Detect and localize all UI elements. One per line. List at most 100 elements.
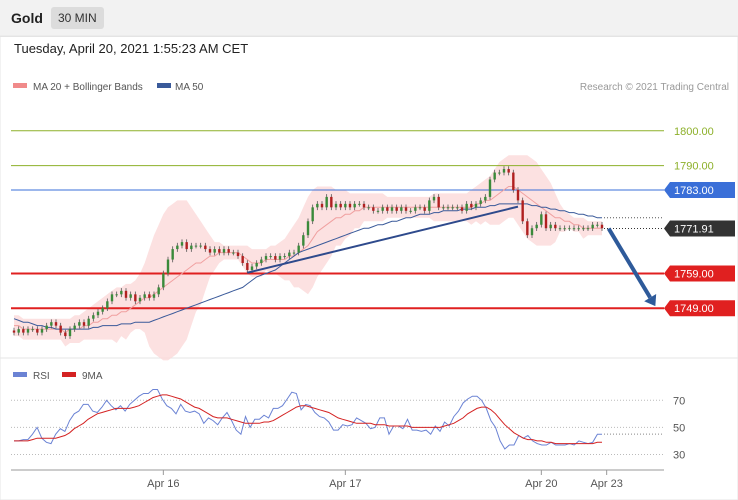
candle [325, 194, 328, 211]
candle [241, 253, 244, 266]
candle [372, 204, 375, 214]
candle [82, 319, 86, 329]
candle [162, 270, 165, 291]
candle [185, 239, 188, 252]
forecast-arrow [606, 227, 652, 299]
candle [222, 246, 226, 256]
legend-9ma: 9MA [82, 371, 103, 382]
candle [456, 204, 459, 211]
legend-swatch-ma50 [157, 83, 171, 88]
candle [554, 221, 557, 232]
candle [176, 242, 179, 252]
candle [190, 242, 193, 252]
candle [40, 326, 44, 336]
legend-rsi: RSI [33, 371, 50, 382]
candle [36, 326, 39, 336]
candle [306, 218, 310, 238]
candle [45, 322, 48, 332]
legend-swatch-9ma [62, 372, 76, 377]
level-tag-2 [664, 181, 735, 198]
candle [558, 225, 562, 232]
candle [549, 221, 552, 232]
candle [544, 211, 548, 232]
candle [423, 204, 426, 214]
candle [22, 326, 25, 336]
level-label-0: 1800.00 [674, 126, 714, 138]
candle [50, 319, 53, 329]
candle [311, 204, 314, 225]
candle [120, 288, 123, 298]
candle [563, 225, 566, 232]
level-label-1: 1790.00 [674, 161, 714, 173]
candle [134, 291, 137, 305]
candle [180, 239, 184, 249]
candle [92, 312, 95, 322]
candle [171, 246, 174, 263]
candle [600, 221, 604, 232]
candle [526, 218, 529, 238]
x-tick-label-3: Apr 23 [590, 478, 622, 490]
instrument-title: Gold [11, 10, 43, 26]
candle [278, 253, 282, 263]
candle [474, 201, 478, 211]
candle [106, 298, 109, 312]
candle [269, 253, 272, 259]
candle [507, 166, 510, 176]
level-label-2: 1783.00 [674, 185, 714, 197]
candle [442, 204, 445, 211]
candle [591, 221, 594, 232]
legend-swatch-rsi [13, 372, 27, 377]
research-credit: Research © 2021 Trading Central [580, 82, 729, 93]
candle [264, 253, 268, 263]
candle [367, 204, 370, 211]
candle [316, 201, 319, 211]
candle [204, 242, 207, 252]
candle [292, 249, 296, 256]
candle [96, 308, 100, 318]
trend-line [247, 205, 519, 274]
candle [582, 225, 585, 232]
candle [124, 288, 128, 301]
candle [68, 326, 72, 339]
candle [470, 201, 473, 211]
candle [572, 225, 576, 232]
candle [358, 201, 361, 207]
candle [143, 291, 146, 301]
level-tag-3 [664, 220, 735, 237]
candle [59, 322, 62, 336]
candle [87, 315, 90, 329]
candle [451, 204, 454, 211]
candle [381, 204, 384, 214]
candle [31, 326, 34, 332]
candle [227, 246, 230, 256]
candle [479, 197, 482, 207]
rsi-line [14, 389, 602, 450]
rsi-9ma-line [14, 394, 602, 445]
candle [194, 242, 198, 249]
candle [400, 204, 403, 214]
level-label-5: 1749.00 [674, 303, 714, 315]
candle [64, 329, 67, 339]
candle [460, 204, 464, 214]
candle [530, 225, 534, 238]
candle [115, 291, 118, 298]
candle [493, 169, 496, 183]
candle [596, 221, 599, 228]
candle [213, 246, 216, 256]
candle [199, 242, 202, 249]
candle [73, 322, 76, 332]
timeframe-button[interactable]: 30 MIN [51, 7, 104, 29]
candle [577, 225, 580, 232]
level-label-4: 1759.00 [674, 268, 714, 280]
level-tag-4 [664, 265, 735, 282]
candle [540, 211, 543, 228]
candle [395, 204, 398, 214]
level-label-3: 1771.91 [674, 224, 714, 236]
candle [218, 246, 221, 256]
candle [428, 197, 431, 214]
legend-ma20: MA 20 + Bollinger Bands [33, 82, 143, 93]
candle [138, 295, 142, 305]
candle [376, 208, 380, 214]
chart-frame [0, 35, 738, 500]
